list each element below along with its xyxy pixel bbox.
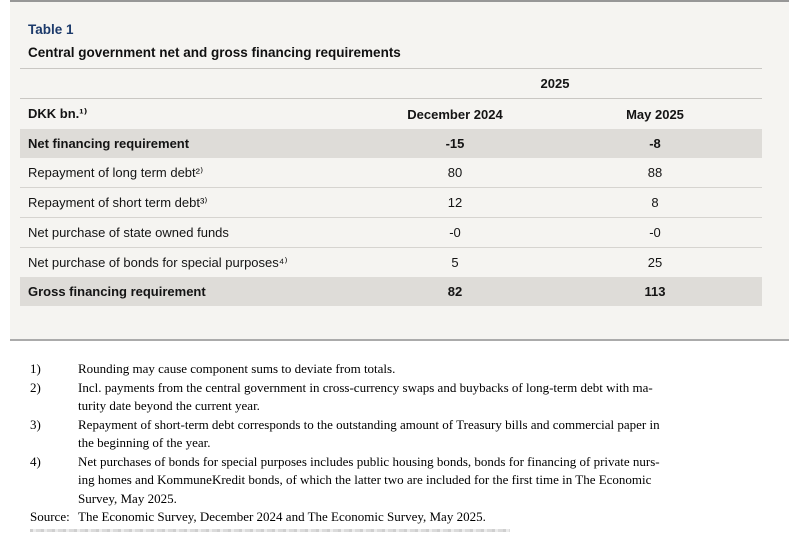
footnote-text: Rounding may cause component sums to dev… (78, 361, 396, 376)
row-value-dec2024: 82 (447, 284, 463, 299)
row-value-dec2024: -0 (449, 225, 461, 240)
column-header-dec2024: December 2024 (407, 106, 503, 122)
clipped-text-line (30, 529, 510, 532)
row-label: Repayment of short term debt³⁾ (28, 194, 208, 210)
year-header: 2025 (540, 76, 570, 91)
table-row-net-financing: Net financing requirement -15 -8 (20, 129, 762, 158)
row-label: Net purchase of state owned funds (28, 225, 229, 240)
table-panel: Table 1 Central government net and gross… (10, 0, 789, 341)
year-rule (20, 98, 762, 99)
column-header-may2025: May 2025 (626, 106, 684, 122)
footnote-marker: 2) (30, 379, 41, 395)
table-row-short-term-debt: Repayment of short term debt³⁾ 12 8 (20, 187, 762, 217)
footnote-marker: 1) (30, 361, 41, 376)
row-value-dec2024: 80 (447, 165, 463, 180)
row-value-may2025: 25 (647, 255, 663, 270)
footnote-3: 3) Repayment of short-term debt correspo… (30, 416, 777, 453)
row-label: Net purchase of bonds for special purpos… (28, 254, 288, 270)
row-label: Gross financing requirement (28, 284, 206, 299)
table-row-long-term-debt: Repayment of long term debt²⁾ 80 88 (20, 158, 762, 187)
table-number-label: Table 1 (28, 22, 74, 37)
footnotes-block: 1) Rounding may cause component sums to … (30, 360, 777, 527)
year-header-row: 2025 (20, 69, 762, 98)
footnote-4: 4) Net purchases of bonds for special pu… (30, 453, 777, 509)
footnote-marker: 4) (30, 453, 41, 469)
footnote-1: 1) Rounding may cause component sums to … (30, 360, 777, 379)
row-value-may2025: -8 (649, 136, 661, 151)
row-value-dec2024: 5 (451, 255, 459, 270)
table-row-special-purpose-bonds: Net purchase of bonds for special purpos… (20, 247, 762, 277)
footnote-2: 2) Incl. payments from the central gover… (30, 379, 777, 416)
financing-table: 2025 DKK bn.¹⁾ December 2024 May 2025 Ne… (20, 68, 762, 306)
source-label: Source: (30, 509, 70, 524)
row-value-may2025: 88 (647, 165, 663, 180)
column-header-row: DKK bn.¹⁾ December 2024 May 2025 (20, 99, 762, 129)
source-text: The Economic Survey, December 2024 and T… (78, 509, 486, 524)
row-value-may2025: -0 (649, 225, 661, 240)
row-value-may2025: 8 (651, 195, 659, 210)
row-label: Net financing requirement (28, 136, 190, 151)
row-label: Repayment of long term debt²⁾ (28, 164, 204, 180)
table-row-state-owned-funds: Net purchase of state owned funds -0 -0 (20, 217, 762, 247)
row-value-dec2024: -15 (445, 136, 465, 151)
table-row-gross-financing: Gross financing requirement 82 113 (20, 277, 762, 306)
table-header-block: Table 1 Central government net and gross… (10, 2, 789, 68)
row-value-may2025: 113 (644, 284, 666, 299)
footnote-text: Repayment of short-term debt corresponds… (78, 416, 660, 451)
footnote-text: Net purchases of bonds for special purpo… (78, 453, 660, 506)
row-value-dec2024: 12 (447, 195, 463, 210)
unit-header: DKK bn.¹⁾ (28, 106, 88, 121)
source-line: Source: The Economic Survey, December 20… (30, 508, 777, 527)
table-top-rule (20, 68, 762, 69)
footnote-text: Incl. payments from the central governme… (78, 379, 653, 414)
table-title: Central government net and gross financi… (28, 45, 401, 60)
footnote-marker: 3) (30, 416, 41, 432)
